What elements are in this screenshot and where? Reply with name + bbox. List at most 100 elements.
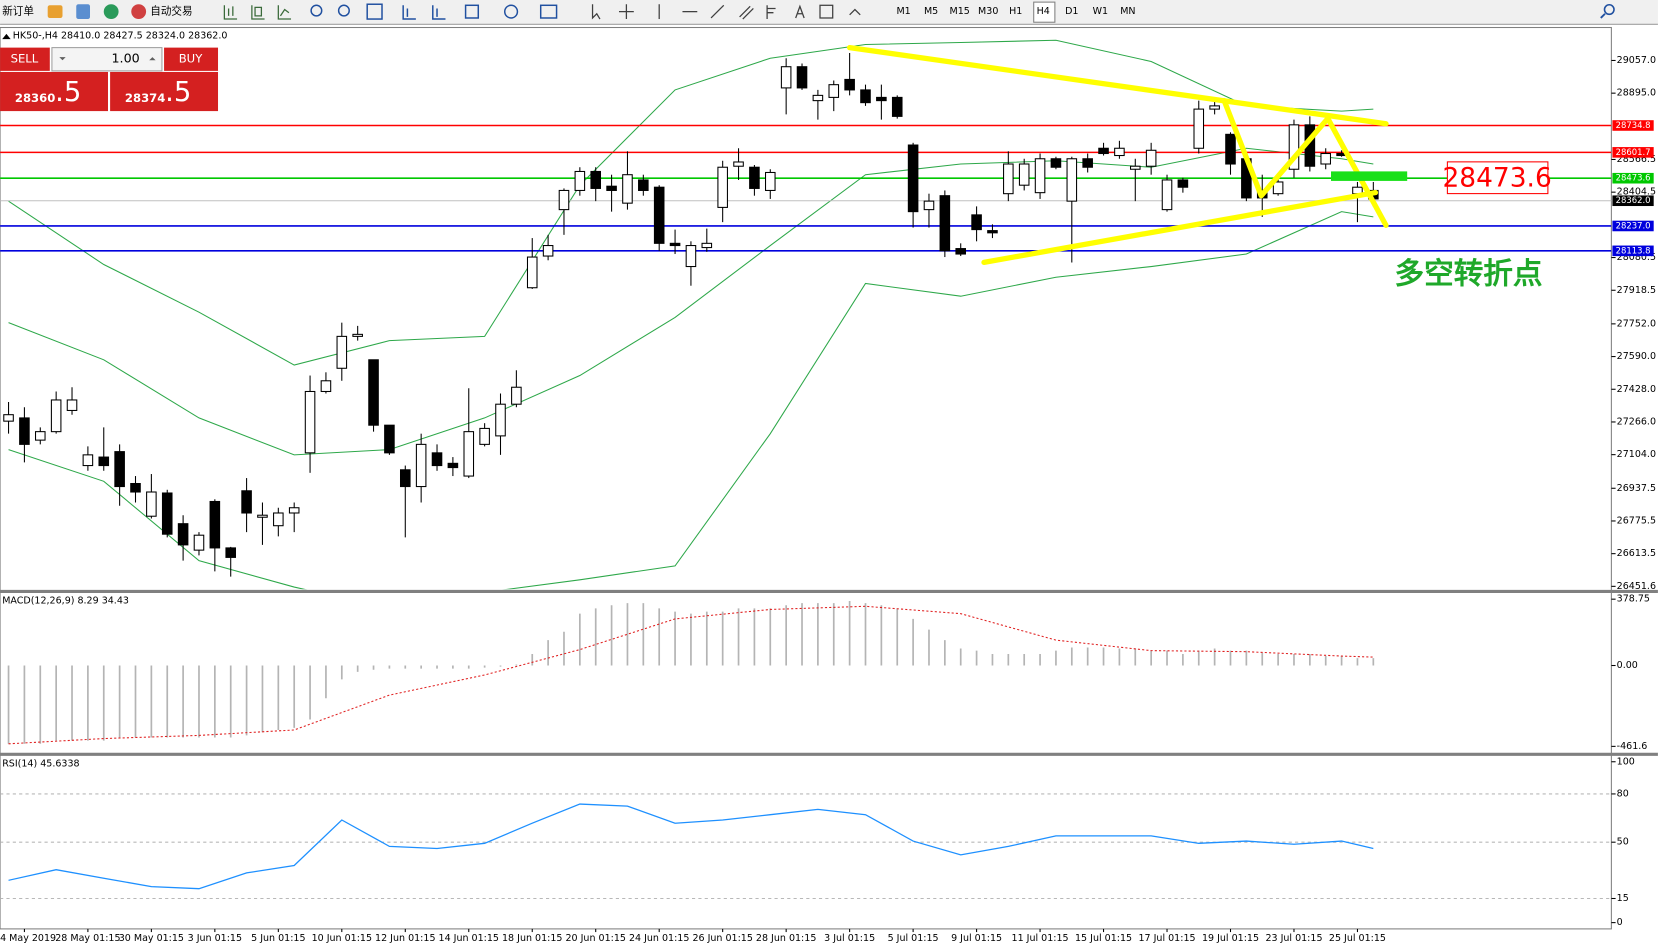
label-tool[interactable] <box>819 4 834 19</box>
level-label: 28237.0 <box>1616 220 1651 230</box>
one-click-trading: SELL 1.00 BUY 28360 .5 28374 .5 <box>0 47 219 112</box>
auto-trading-icon[interactable] <box>131 4 147 20</box>
arrows[interactable] <box>849 8 861 16</box>
last-price-bg <box>1612 195 1654 207</box>
x-tick-label: 24 Jun 01:15 <box>629 933 689 944</box>
candle-body <box>463 431 475 477</box>
x-tick-label: 12 Jun 01:15 <box>375 933 435 944</box>
templates[interactable] <box>539 4 558 19</box>
timeframe-button[interactable]: M5 <box>924 6 938 17</box>
bollinger-upper <box>8 39 1374 366</box>
auto-trading-button[interactable]: 自动交易 <box>150 5 192 18</box>
sell-price-box[interactable] <box>0 71 108 112</box>
crosshair[interactable] <box>618 4 634 20</box>
x-tick-label: 26 Jun 01:15 <box>692 933 752 944</box>
timeframe-button[interactable]: D1 <box>1065 6 1078 17</box>
icon[interactable] <box>277 5 292 20</box>
periods[interactable] <box>503 4 519 19</box>
x-tick-label: 5 Jul 01:15 <box>888 933 939 944</box>
sell-label[interactable]: SELL <box>11 52 39 66</box>
candle-body <box>193 534 205 551</box>
search-icon[interactable] <box>1600 13 1606 19</box>
trendline[interactable] <box>710 4 725 19</box>
sell-price-pip[interactable]: .5 <box>55 76 81 108</box>
buy-label[interactable]: BUY <box>179 52 203 66</box>
buy-price-pip[interactable]: .5 <box>165 76 191 108</box>
level-label-bg <box>1612 220 1654 232</box>
buy-price[interactable]: 28374 <box>125 91 165 105</box>
candle-body <box>638 179 649 191</box>
level-label-bg <box>1612 172 1654 184</box>
candle-body <box>399 469 411 488</box>
candle-body <box>939 195 951 252</box>
lot-down[interactable] <box>59 57 66 61</box>
sell-button[interactable] <box>0 47 50 71</box>
candle-body <box>780 66 792 89</box>
level-label: 28601.7 <box>1616 147 1651 157</box>
candle-body <box>733 161 744 167</box>
trendline <box>981 189 1379 266</box>
channel[interactable] <box>739 5 754 20</box>
fibo[interactable] <box>766 5 776 20</box>
sell-price[interactable]: 28360 <box>15 91 55 105</box>
zoom-out[interactable] <box>337 4 350 17</box>
y-tick-label: 27918.5 <box>1617 285 1656 296</box>
icon[interactable] <box>47 5 63 18</box>
level-label-bg <box>1612 245 1654 257</box>
timeframe-button[interactable]: H1 <box>1009 6 1022 17</box>
candle-body <box>3 414 14 422</box>
timeframe-button[interactable]: M30 <box>978 6 998 17</box>
timeframe-button[interactable]: W1 <box>1093 6 1108 17</box>
search-icon[interactable] <box>1603 3 1615 16</box>
candle-body <box>526 256 538 289</box>
candle-body <box>653 186 665 244</box>
candle-body <box>749 166 760 189</box>
icon[interactable] <box>223 5 238 20</box>
candle-body <box>1050 158 1062 168</box>
y-tick-label: 27266.0 <box>1617 416 1656 427</box>
y-tick-label: 26613.5 <box>1617 548 1656 559</box>
candle-body <box>1018 163 1030 186</box>
timeframe-button[interactable]: MN <box>1120 6 1135 17</box>
lot-value[interactable]: 1.00 <box>111 51 139 66</box>
callout-box <box>1446 161 1549 195</box>
buy-button[interactable] <box>164 47 219 71</box>
timeframe-button[interactable]: M15 <box>949 6 969 17</box>
candle-body <box>860 89 871 104</box>
timeframe-button[interactable]: H4 <box>1037 6 1050 17</box>
icon[interactable] <box>251 5 265 20</box>
zoom-in[interactable] <box>310 4 323 17</box>
candle-body <box>1193 108 1205 149</box>
buy-price-box[interactable] <box>110 71 219 112</box>
lot-input[interactable] <box>51 47 163 72</box>
candle-body <box>764 171 776 191</box>
candle-body <box>1098 147 1109 155</box>
y-tick-label: 28566.5 <box>1617 154 1656 165</box>
icon[interactable] <box>402 5 416 20</box>
x-tick-label: 15 Jul 01:15 <box>1075 933 1132 944</box>
candle-body <box>1034 158 1046 194</box>
bollinger-lower <box>8 211 1374 590</box>
new-order-button[interactable]: 新订单 <box>2 5 34 18</box>
cursor[interactable] <box>591 4 601 20</box>
lot-up[interactable] <box>149 57 156 61</box>
tile[interactable] <box>366 3 383 20</box>
icon[interactable] <box>76 4 91 20</box>
candle-body <box>146 491 157 517</box>
candle-body <box>669 242 681 247</box>
candle-body <box>320 380 332 393</box>
candle-body <box>1225 133 1236 165</box>
candle-body <box>1114 147 1125 157</box>
x-tick-label: 17 Jul 01:15 <box>1138 933 1195 944</box>
candle-body <box>479 427 490 445</box>
timeframe-button[interactable]: M1 <box>896 6 910 17</box>
x-tick-label: 11 Jul 01:15 <box>1012 933 1069 944</box>
indicators[interactable] <box>464 4 480 19</box>
icon[interactable] <box>103 4 119 20</box>
text-tool[interactable] <box>795 4 805 19</box>
icon[interactable] <box>432 5 446 20</box>
candle-body <box>98 456 110 467</box>
